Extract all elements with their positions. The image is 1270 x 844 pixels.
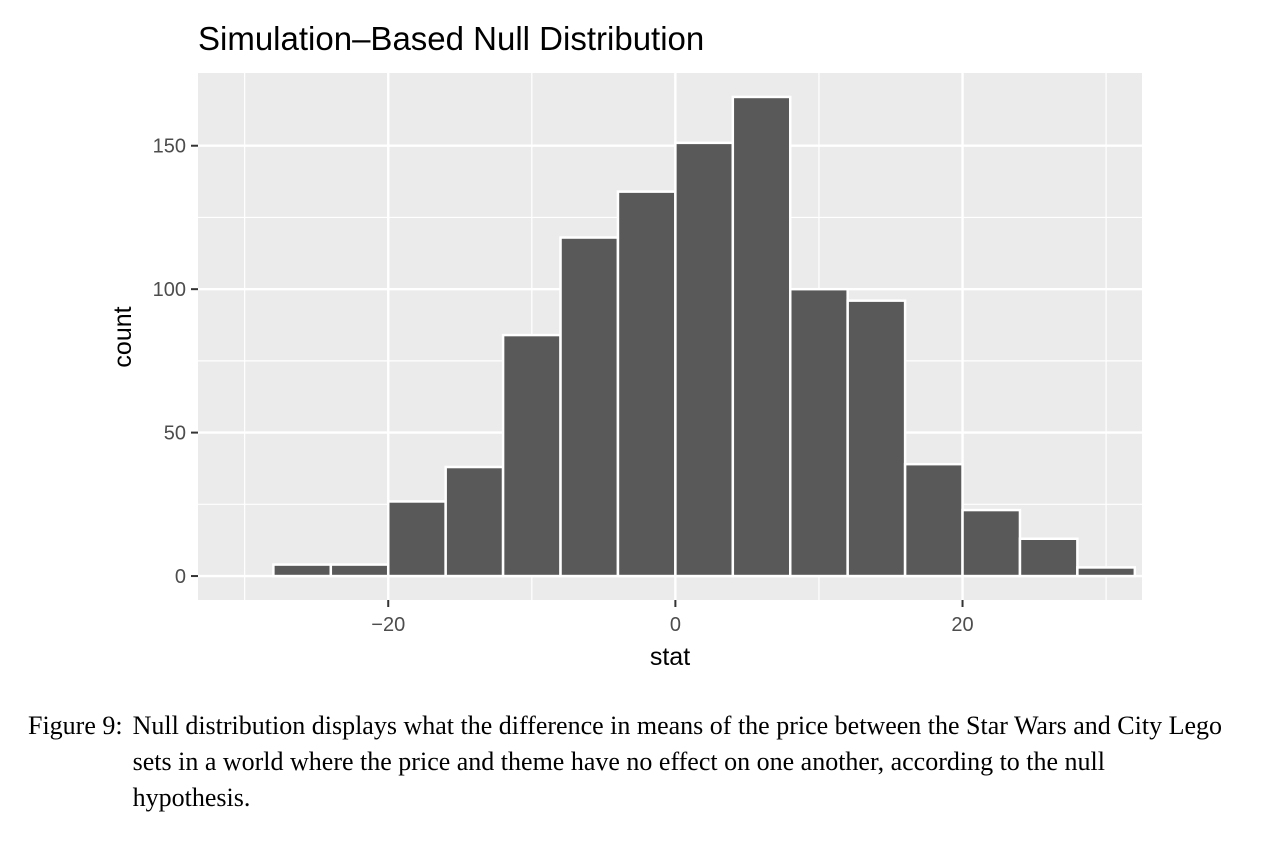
histogram-bar (788, 287, 849, 578)
histogram-bar (731, 95, 792, 578)
y-tick-label: 50 (164, 423, 186, 445)
histogram-bar (846, 299, 907, 578)
histogram-bars (272, 95, 1137, 578)
y-axis-title: count (109, 306, 137, 367)
y-tick-label: 150 (153, 136, 186, 158)
x-tick-label: −20 (371, 614, 405, 636)
histogram-bar (1076, 566, 1137, 578)
histogram-bar (903, 462, 964, 578)
histogram-chart: Simulation–Based Null Distribution 0 50 10… (109, 20, 1142, 671)
y-tick-label: 0 (175, 566, 186, 588)
histogram-bar (559, 236, 620, 578)
histogram-bar (329, 563, 390, 578)
histogram-bar (501, 333, 562, 578)
chart-title: Simulation–Based Null Distribution (198, 20, 704, 57)
x-axis: −20 0 20 (371, 600, 974, 636)
figure-caption: Figure 9: Null distribution displays wha… (28, 708, 1228, 816)
histogram-bar (961, 508, 1022, 578)
figure-caption-label: Figure 9: (28, 711, 123, 740)
histogram-bar (272, 563, 333, 578)
y-axis: 0 50 100 150 (153, 136, 198, 588)
x-tick-label: 20 (951, 614, 973, 636)
x-tick-label: 0 (670, 614, 681, 636)
histogram-bar (674, 141, 735, 578)
figure-caption-text: Null distribution displays what the diff… (132, 711, 1222, 812)
y-tick-label: 100 (153, 279, 186, 301)
x-axis-title: stat (650, 643, 690, 671)
histogram-bar (1018, 537, 1079, 578)
histogram-bar (444, 465, 505, 578)
histogram-bar (616, 190, 677, 578)
histogram-bar (386, 500, 447, 578)
